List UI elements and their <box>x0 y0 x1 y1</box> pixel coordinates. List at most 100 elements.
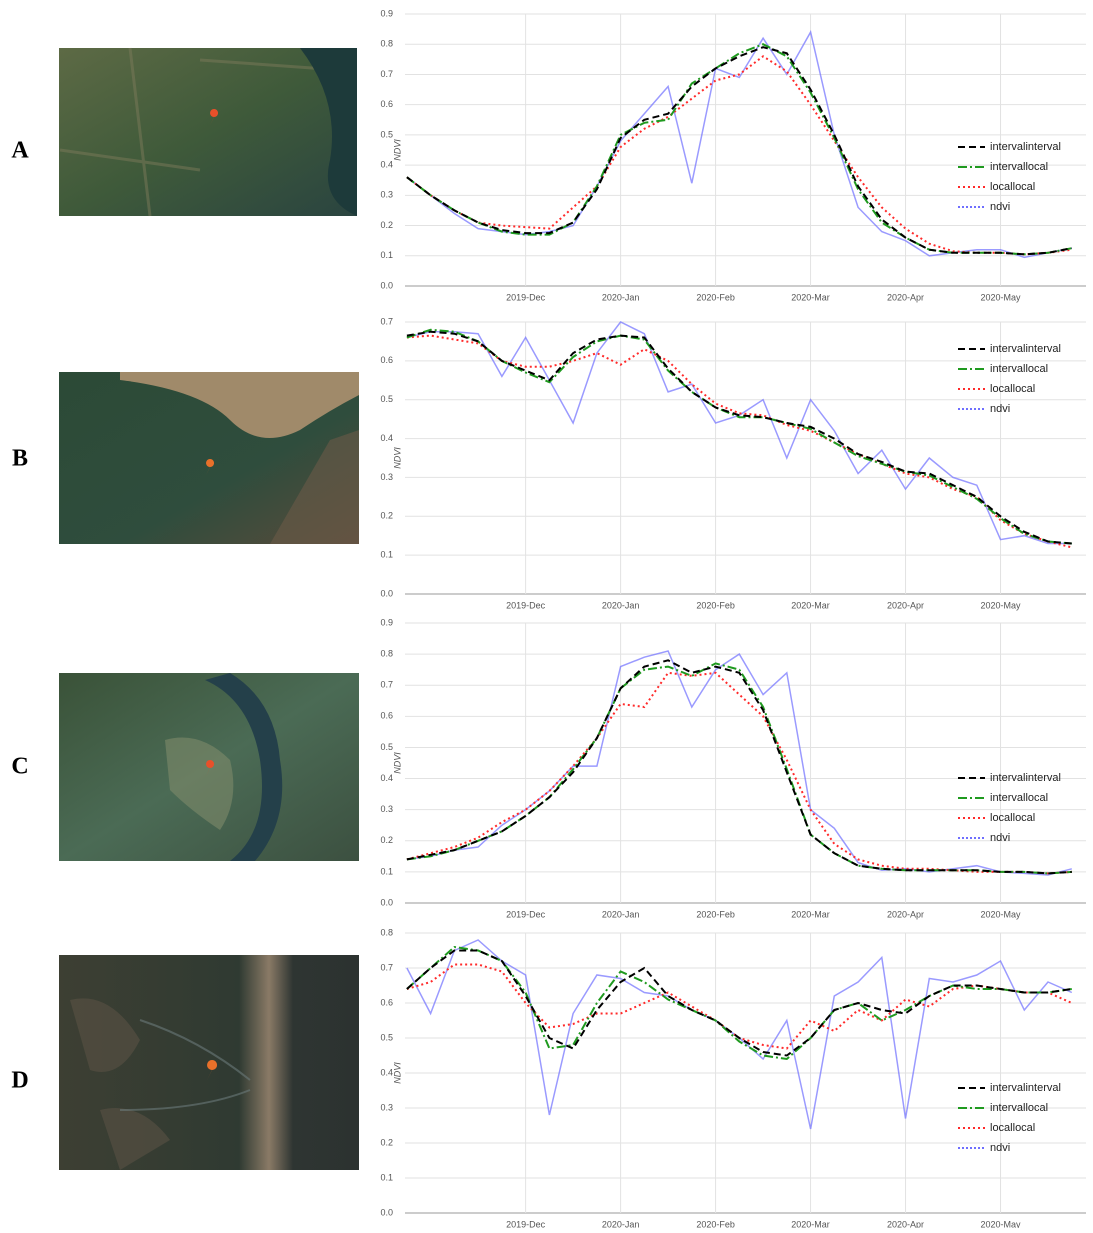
y-tick-label: 0.0 <box>380 897 393 907</box>
x-tick-label: 2020-Mar <box>791 909 830 919</box>
y-tick-label: 0.3 <box>380 1102 393 1112</box>
legend-label: intervalinterval <box>990 772 1061 784</box>
y-tick-label: 0.9 <box>380 617 393 627</box>
legend: intervalinterval intervallocal locallocal n… <box>958 772 1061 844</box>
y-tick-label: 0.6 <box>380 99 393 109</box>
series-line <box>407 322 1072 544</box>
y-tick-label: 0.5 <box>380 129 393 139</box>
y-axis-title: NDVI <box>392 1062 402 1084</box>
legend-label: intervallocal <box>990 1102 1048 1114</box>
x-tick-label: 2019-Dec <box>506 292 546 302</box>
y-tick-label: 0.3 <box>380 190 393 200</box>
x-tick-label: 2020-Mar <box>791 1219 830 1228</box>
satellite-image-c <box>59 673 359 861</box>
y-tick-label: 0.1 <box>380 866 393 876</box>
series-line <box>407 32 1072 257</box>
y-axis-title: NDVI <box>392 752 402 774</box>
x-tick-label: 2020-Feb <box>696 909 735 919</box>
y-tick-label: 0.6 <box>380 711 393 721</box>
y-tick-label: 0.8 <box>380 927 393 937</box>
satellite-image-d <box>59 955 359 1170</box>
legend-label: ndvi <box>990 201 1010 213</box>
panel-label: D <box>11 1068 28 1094</box>
y-tick-label: 0.1 <box>380 1172 393 1182</box>
y-tick-label: 0.7 <box>380 680 393 690</box>
y-tick-label: 0.4 <box>380 159 393 169</box>
legend-label: ndvi <box>990 403 1010 415</box>
y-tick-label: 0.9 <box>380 8 393 18</box>
x-tick-label: 2019-Dec <box>506 600 546 610</box>
series-line <box>407 660 1072 873</box>
legend-label: intervalinterval <box>990 1082 1061 1094</box>
x-tick-label: 2020-Feb <box>696 292 735 302</box>
x-tick-label: 2020-May <box>981 292 1022 302</box>
panel-label: C <box>11 754 28 780</box>
y-tick-label: 0.4 <box>380 1067 393 1077</box>
legend: intervalinterval intervallocal locallocal n… <box>958 141 1061 213</box>
y-tick-label: 0.6 <box>380 355 393 365</box>
panel-label: B <box>12 446 28 472</box>
satellite-image-a <box>59 48 357 216</box>
y-tick-label: 0.1 <box>380 250 393 260</box>
x-tick-label: 2020-Jan <box>602 292 640 302</box>
y-axis-title: NDVI <box>392 447 402 469</box>
y-tick-label: 0.1 <box>380 550 393 560</box>
legend-label: locallocal <box>990 1122 1035 1134</box>
legend-label: ndvi <box>990 832 1010 844</box>
satellite-image-b <box>59 372 359 544</box>
x-tick-label: 2020-Feb <box>696 600 735 610</box>
y-tick-label: 0.6 <box>380 997 393 1007</box>
x-tick-label: 2020-May <box>981 1219 1022 1228</box>
x-tick-label: 2020-Apr <box>887 909 924 919</box>
y-tick-label: 0.0 <box>380 588 393 598</box>
x-tick-label: 2020-Jan <box>602 1219 640 1228</box>
x-tick-label: 2020-Apr <box>887 1219 924 1228</box>
y-tick-label: 0.4 <box>380 773 393 783</box>
x-tick-label: 2020-Apr <box>887 600 924 610</box>
legend-label: intervallocal <box>990 161 1048 173</box>
x-tick-label: 2020-Mar <box>791 600 830 610</box>
panel-label: A <box>11 138 29 164</box>
x-tick-label: 2020-Jan <box>602 909 640 919</box>
y-tick-label: 0.2 <box>380 220 393 230</box>
x-tick-label: 2019-Dec <box>506 1219 546 1228</box>
x-tick-label: 2019-Dec <box>506 909 546 919</box>
y-tick-label: 0.5 <box>380 1032 393 1042</box>
y-tick-label: 0.0 <box>380 1207 393 1217</box>
legend-label: intervallocal <box>990 363 1048 375</box>
y-tick-label: 0.8 <box>380 648 393 658</box>
y-tick-label: 0.2 <box>380 1137 393 1147</box>
y-tick-label: 0.8 <box>380 39 393 49</box>
x-tick-label: 2020-Jan <box>602 600 640 610</box>
y-tick-label: 0.5 <box>380 742 393 752</box>
legend-label: intervallocal <box>990 792 1048 804</box>
series-line <box>407 651 1072 875</box>
y-tick-label: 0.3 <box>380 804 393 814</box>
y-axis-title: NDVI <box>392 139 402 161</box>
x-tick-label: 2020-May <box>981 600 1022 610</box>
series-line <box>407 44 1072 254</box>
series-line <box>407 673 1072 874</box>
y-tick-label: 0.2 <box>380 511 393 521</box>
y-tick-label: 0.5 <box>380 394 393 404</box>
legend-label: locallocal <box>990 181 1035 193</box>
x-tick-label: 2020-Feb <box>696 1219 735 1228</box>
figure: A NDVI 0.0 0.1 0.2 0.3 0.4 0.5 0.6 0.7 0.8 0.9 2019-… <box>0 0 1093 1228</box>
x-tick-label: 2020-Apr <box>887 292 924 302</box>
y-tick-label: 0.3 <box>380 472 393 482</box>
y-tick-label: 0.7 <box>380 962 393 972</box>
legend-label: locallocal <box>990 812 1035 824</box>
legend-label: locallocal <box>990 383 1035 395</box>
y-tick-label: 0.4 <box>380 433 393 443</box>
y-tick-label: 0.0 <box>380 280 393 290</box>
y-tick-label: 0.7 <box>380 316 393 326</box>
y-tick-label: 0.7 <box>380 69 393 79</box>
legend-label: intervalinterval <box>990 343 1061 355</box>
legend-label: ndvi <box>990 1142 1010 1154</box>
series-line <box>407 56 1072 254</box>
x-tick-label: 2020-May <box>981 909 1022 919</box>
y-tick-label: 0.2 <box>380 835 393 845</box>
series-line <box>407 663 1072 873</box>
legend-label: intervalinterval <box>990 141 1061 153</box>
x-tick-label: 2020-Mar <box>791 292 830 302</box>
